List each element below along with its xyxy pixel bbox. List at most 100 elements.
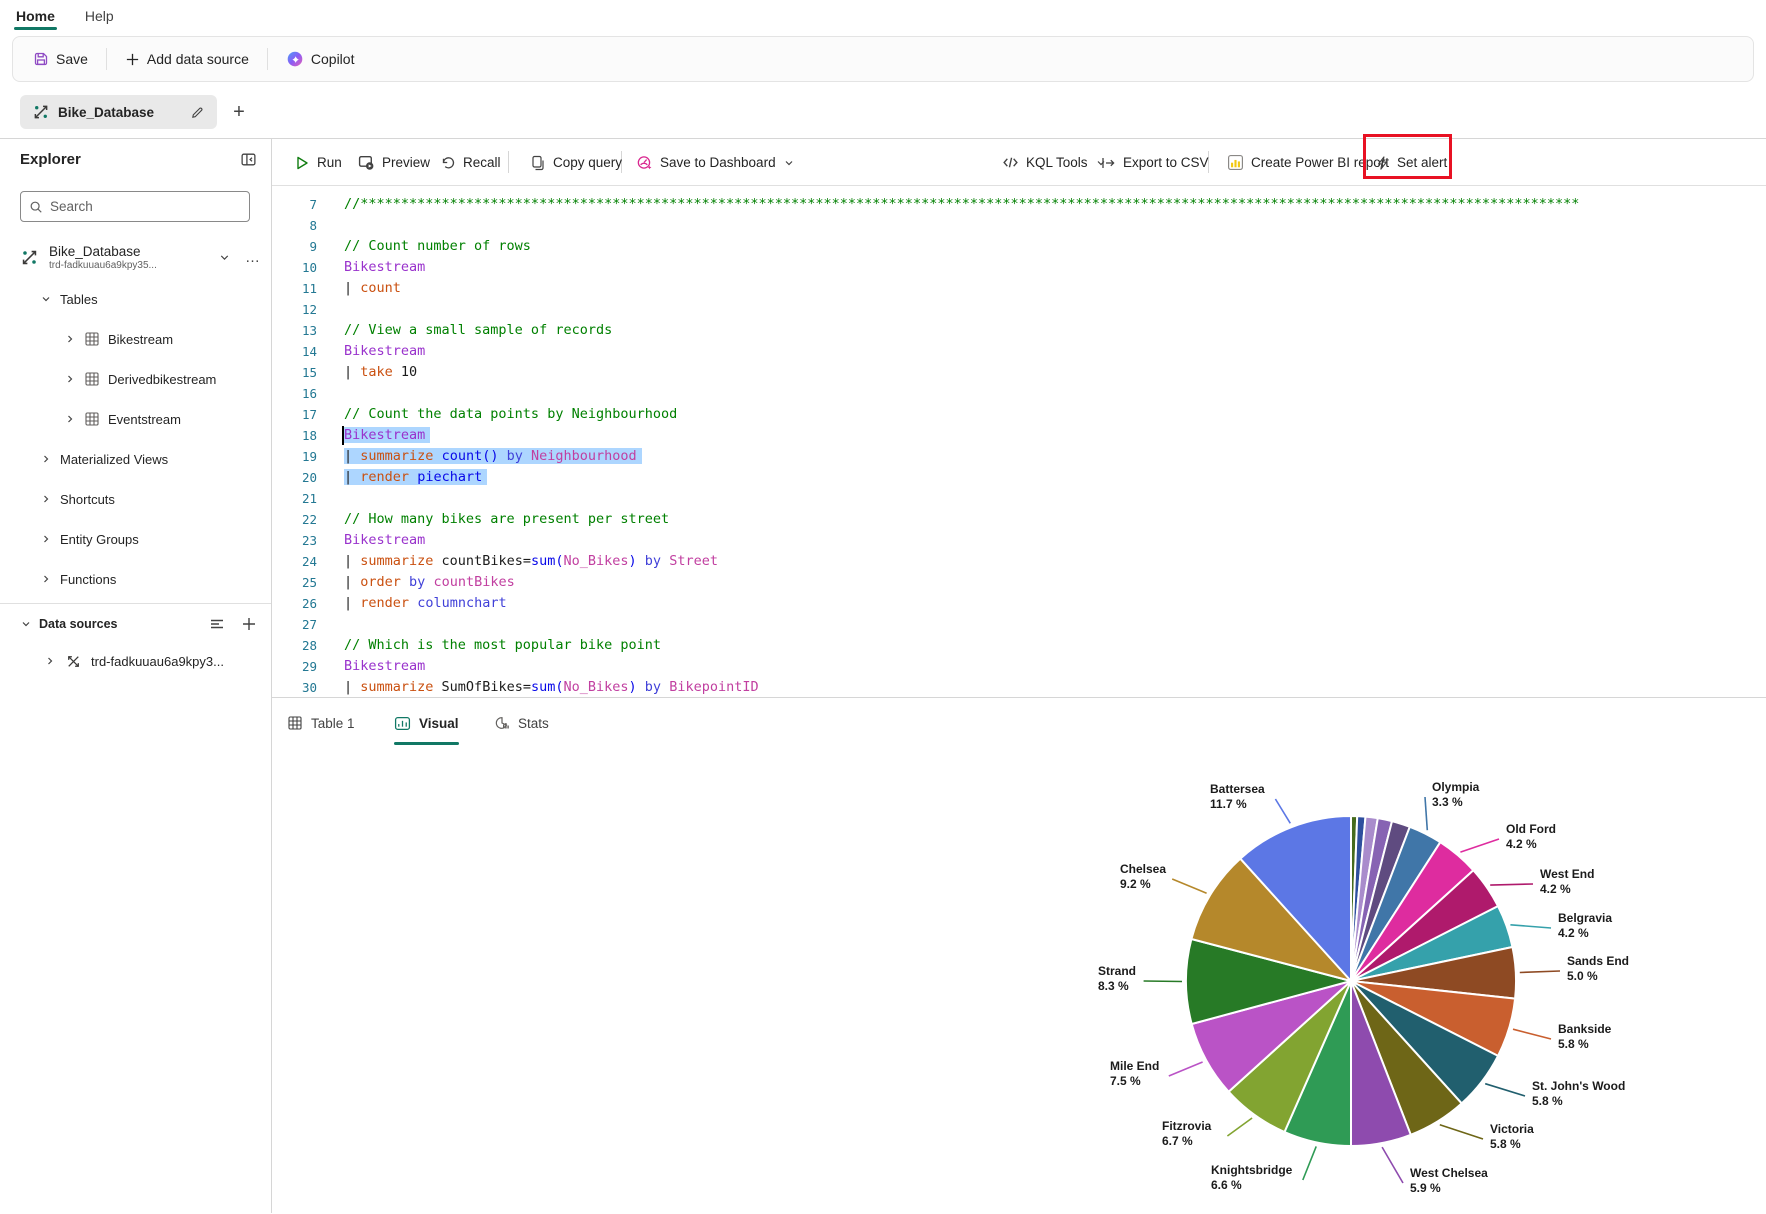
copilot-button[interactable]: Copilot xyxy=(278,44,363,74)
editor-line-22[interactable]: 22 // How many bikes are present per stre… xyxy=(272,509,1766,530)
editor-line-11[interactable]: 11 | count xyxy=(272,278,1766,299)
sidebar-item-shortcuts[interactable]: Shortcuts xyxy=(0,479,271,519)
plus-icon xyxy=(125,52,140,67)
save-button[interactable]: Save xyxy=(25,45,96,73)
chevron-right-icon[interactable] xyxy=(64,413,76,425)
sidebar-item-bikestream[interactable]: Bikestream xyxy=(0,319,271,359)
new-tab-button[interactable]: + xyxy=(233,101,245,123)
editor-line-30[interactable]: 30 | summarize SumOfBikes=sum(No_Bikes) b… xyxy=(272,677,1766,697)
chevron-right-icon[interactable] xyxy=(64,333,76,345)
rename-pencil-icon[interactable] xyxy=(190,105,205,120)
tab-table-1[interactable]: Table 1 xyxy=(287,708,355,738)
sidebar-item-tables[interactable]: Tables xyxy=(0,279,271,319)
toolbar-label: Create Power BI report xyxy=(1251,155,1390,170)
editor-line-14[interactable]: 14 Bikestream xyxy=(272,341,1766,362)
query-tab-bike-database[interactable]: Bike_Database xyxy=(20,95,218,129)
line-number: 14 xyxy=(301,344,317,359)
chevron-down-icon[interactable] xyxy=(218,251,231,264)
editor-line-15[interactable]: 15 | take 10 xyxy=(272,362,1766,383)
line-code: // Count number of rows xyxy=(344,238,531,254)
editor-line-12[interactable]: 12 xyxy=(272,299,1766,320)
query-toolbar: Run Preview Recall Copy query Save to Dashbo… xyxy=(272,139,1766,186)
line-number: 10 xyxy=(301,260,317,275)
tree-item-label: Materialized Views xyxy=(60,451,169,467)
editor-line-16[interactable]: 16 xyxy=(272,383,1766,404)
chevron-down-icon[interactable] xyxy=(783,157,795,169)
editor-line-7[interactable]: 7 //*************************************… xyxy=(272,194,1766,215)
line-number: 19 xyxy=(301,449,317,464)
line-code: // View a small sample of records xyxy=(344,322,613,338)
copilot-label: Copilot xyxy=(310,51,355,67)
explorer-divider xyxy=(0,603,271,604)
line-code: // How many bikes are present per street xyxy=(344,511,670,527)
chevron-right-icon[interactable] xyxy=(64,373,76,385)
line-number: 7 xyxy=(309,197,317,212)
database-node[interactable]: Bike_Database trd-fadkuuau6a9kpy35... … xyxy=(20,239,261,275)
stats-icon xyxy=(494,715,510,731)
collapse-panel-icon[interactable] xyxy=(240,151,257,168)
editor-line-13[interactable]: 13 // View a small sample of records xyxy=(272,320,1766,341)
save-to-dashboard-button[interactable]: Save to Dashboard xyxy=(636,149,795,176)
editor-line-21[interactable]: 21 xyxy=(272,488,1766,509)
chevron-right-icon[interactable] xyxy=(40,493,52,505)
chevron-right-icon[interactable] xyxy=(44,655,56,667)
recall-button[interactable]: Recall xyxy=(440,149,501,176)
editor-line-28[interactable]: 28 // Which is the most popular bike poin… xyxy=(272,635,1766,656)
tab-visual[interactable]: Visual xyxy=(394,708,459,745)
save-icon xyxy=(33,51,49,67)
sidebar-item-derivedbikestream[interactable]: Derivedbikestream xyxy=(0,359,271,399)
editor-line-24[interactable]: 24 | summarize countBikes=sum(No_Bikes) b… xyxy=(272,551,1766,572)
editor-line-9[interactable]: 9 // Count number of rows xyxy=(272,236,1766,257)
sidebar-item-functions[interactable]: Functions xyxy=(0,559,271,599)
dashboard-icon xyxy=(636,154,653,171)
data-source-label: trd-fadkuuau6a9kpy3... xyxy=(91,653,224,669)
add-data-source-button[interactable]: Add data source xyxy=(117,45,257,73)
preview-button[interactable]: Preview xyxy=(358,149,430,176)
line-number: 18 xyxy=(301,428,317,443)
add-source-icon[interactable] xyxy=(241,616,257,632)
editor-line-10[interactable]: 10 Bikestream xyxy=(272,257,1766,278)
chevron-right-icon[interactable] xyxy=(40,533,52,545)
text-cursor xyxy=(342,426,344,445)
editor-line-25[interactable]: 25 | order by countBikes xyxy=(272,572,1766,593)
export-to-csv-button[interactable]: Export to CSV xyxy=(1100,149,1209,176)
grid-icon xyxy=(287,715,303,731)
line-code: | order by countBikes xyxy=(344,574,515,590)
chevron-right-icon[interactable] xyxy=(40,453,52,465)
chevron-down-icon[interactable] xyxy=(20,618,32,630)
editor-line-27[interactable]: 27 xyxy=(272,614,1766,635)
editor-line-18[interactable]: 18 Bikestream xyxy=(272,425,1766,446)
menu-tab-home[interactable]: Home xyxy=(14,4,57,30)
set-alert-button[interactable]: Set alert xyxy=(1375,149,1447,176)
sidebar-item-entity-groups[interactable]: Entity Groups xyxy=(0,519,271,559)
sidebar-item-eventstream[interactable]: Eventstream xyxy=(0,399,271,439)
list-view-icon[interactable] xyxy=(209,616,225,632)
kql-tools-button[interactable]: KQL Tools xyxy=(1002,149,1107,176)
editor-line-8[interactable]: 8 xyxy=(272,215,1766,236)
editor-line-20[interactable]: 20 | render piechart xyxy=(272,467,1766,488)
tab-stats[interactable]: Stats xyxy=(494,708,549,738)
line-number: 29 xyxy=(301,659,317,674)
kql-editor[interactable]: 7 //*************************************… xyxy=(272,186,1766,697)
chevron-down-icon[interactable] xyxy=(40,293,52,305)
powerbi-icon xyxy=(1227,154,1244,171)
search-input[interactable] xyxy=(50,199,241,214)
chevron-right-icon[interactable] xyxy=(40,573,52,585)
create-power-bi-report-button[interactable]: Create Power BI report xyxy=(1227,149,1389,176)
editor-line-17[interactable]: 17 // Count the data points by Neighbourh… xyxy=(272,404,1766,425)
line-number: 25 xyxy=(301,575,317,590)
editor-line-23[interactable]: 23 Bikestream xyxy=(272,530,1766,551)
toolbar-label: Recall xyxy=(463,155,501,170)
editor-line-26[interactable]: 26 | render columnchart xyxy=(272,593,1766,614)
copilot-icon xyxy=(286,50,304,68)
preview-icon xyxy=(358,154,375,171)
sidebar-item-materialized-views[interactable]: Materialized Views xyxy=(0,439,271,479)
editor-line-19[interactable]: 19 | summarize count() by Neighbourhood xyxy=(272,446,1766,467)
run-button[interactable]: Run xyxy=(294,149,342,176)
editor-line-29[interactable]: 29 Bikestream xyxy=(272,656,1766,677)
data-source-item[interactable]: trd-fadkuuau6a9kpy3... xyxy=(44,643,224,679)
menu-tab-help[interactable]: Help xyxy=(84,8,114,24)
more-options-icon[interactable]: … xyxy=(245,248,261,266)
copy-query-button[interactable]: Copy query xyxy=(530,149,622,176)
visual-icon xyxy=(394,715,411,732)
